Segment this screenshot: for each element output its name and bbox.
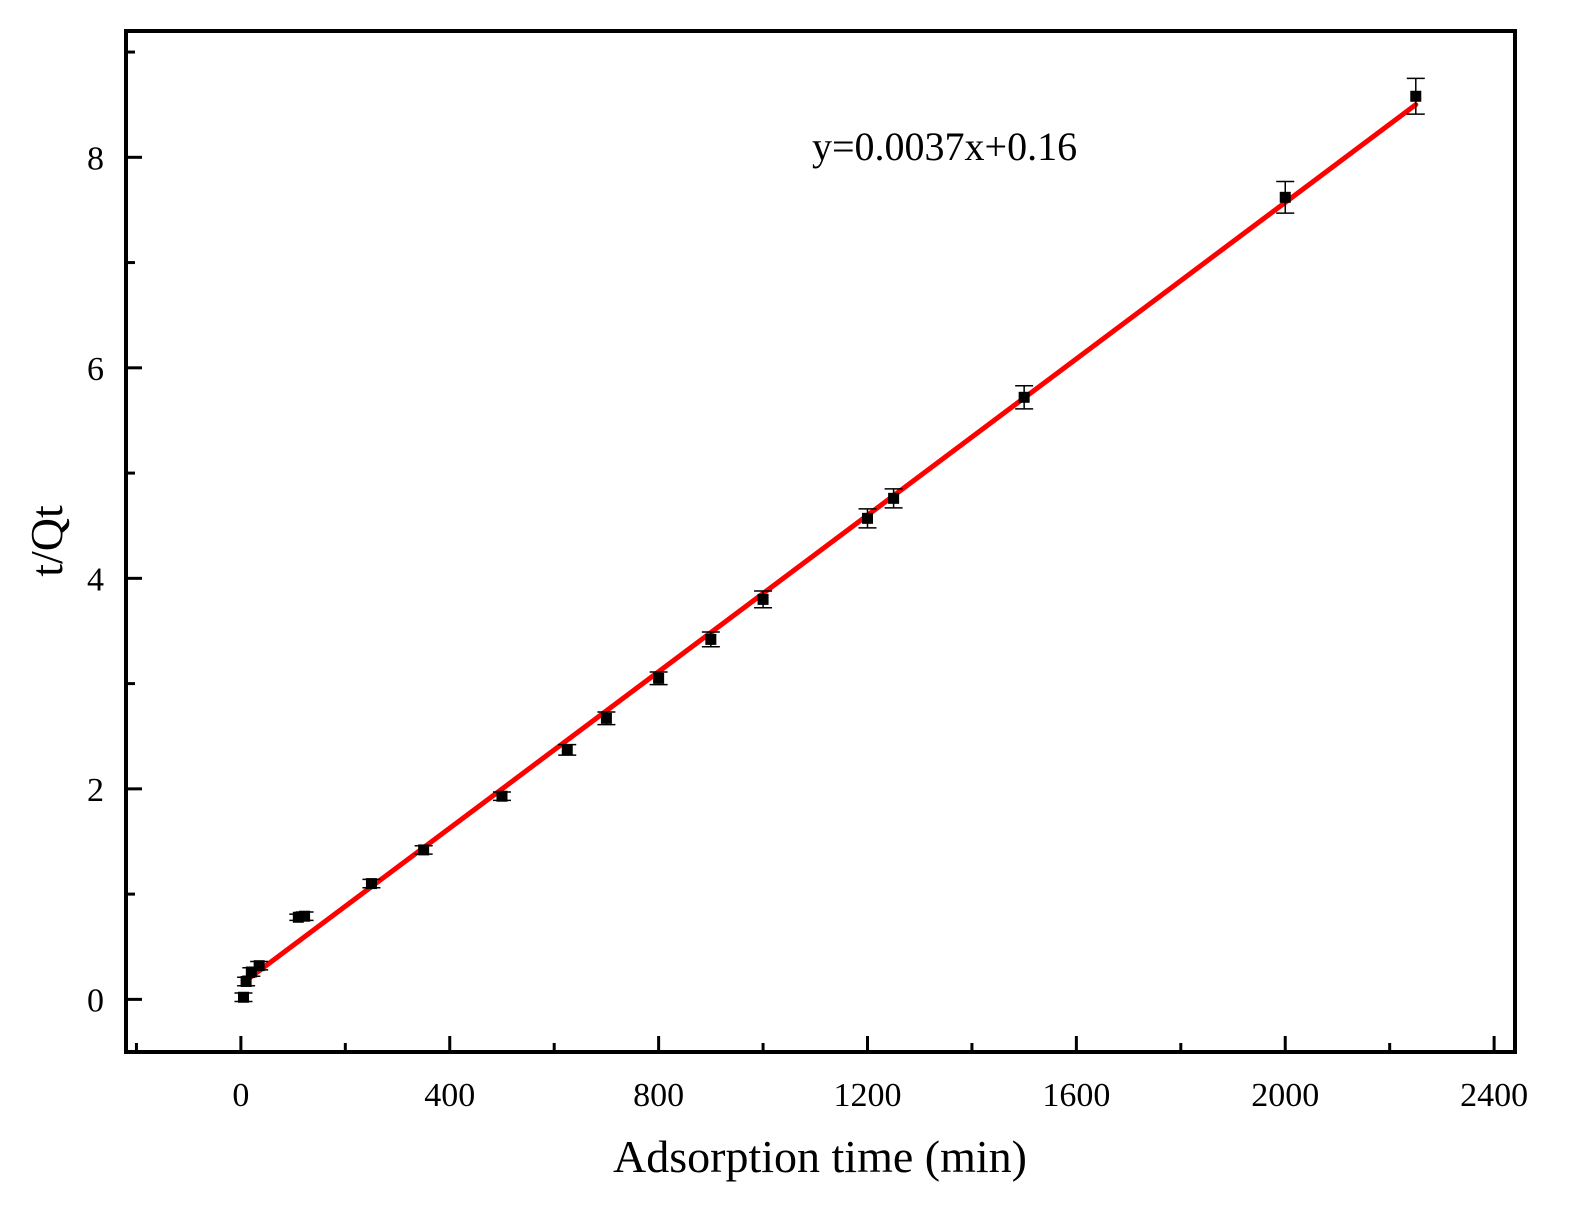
data-point	[561, 744, 573, 756]
data-point-group	[858, 508, 877, 529]
data-point-group	[1015, 384, 1034, 410]
y-tick-label: 4	[87, 561, 104, 598]
plot-frame	[124, 29, 1517, 1054]
data-point	[240, 975, 252, 987]
fit-equation-annotation: y=0.0037x+0.16	[812, 124, 1077, 169]
data-point-group	[754, 590, 773, 609]
data-points-layer	[234, 77, 1425, 1003]
data-point	[861, 512, 873, 524]
data-point-group	[237, 975, 256, 987]
data-point	[653, 672, 665, 684]
data-point	[292, 911, 304, 923]
data-point	[253, 960, 265, 972]
fit-line-layer	[240, 102, 1419, 986]
data-point-group	[649, 671, 668, 686]
data-point-group	[414, 844, 433, 856]
data-point-group	[1276, 180, 1295, 214]
y-axis-title: t/Qt	[21, 505, 72, 577]
data-point-group	[250, 960, 269, 972]
data-point-group	[701, 631, 720, 648]
y-tick-label: 8	[87, 140, 104, 177]
data-point	[1279, 191, 1291, 203]
data-point-group	[884, 488, 903, 509]
x-tick-label: 2400	[1460, 1077, 1528, 1114]
data-point-group	[1406, 77, 1425, 115]
x-axis-ticks: 0 400 800 1200 1600 2000 2400	[134, 1036, 1528, 1114]
data-point	[757, 593, 769, 605]
x-tick-label: 0	[232, 1077, 249, 1114]
data-point-group	[295, 910, 314, 922]
data-point-group	[597, 711, 616, 726]
data-point	[496, 790, 508, 802]
y-axis-ticks: 0 2 4 6 8	[87, 50, 142, 1019]
data-point	[365, 878, 377, 890]
data-point	[1410, 90, 1422, 102]
x-tick-label: 2000	[1251, 1077, 1319, 1114]
data-point	[299, 910, 311, 922]
data-point	[888, 492, 900, 504]
data-point	[705, 633, 717, 645]
fit-line	[240, 102, 1419, 986]
x-tick-label: 400	[424, 1077, 475, 1114]
data-point-group	[234, 991, 253, 1003]
x-axis-title: Adsorption time (min)	[613, 1131, 1027, 1182]
data-point-group	[362, 878, 381, 890]
data-point	[237, 991, 249, 1003]
y-tick-label: 6	[87, 351, 104, 388]
data-point	[1018, 391, 1030, 403]
data-point	[600, 712, 612, 724]
x-tick-label: 1200	[833, 1077, 901, 1114]
x-tick-label: 800	[633, 1077, 684, 1114]
data-point	[245, 966, 257, 978]
y-tick-label: 2	[87, 772, 104, 809]
data-point	[418, 844, 430, 856]
data-point-group	[492, 790, 511, 802]
data-point-group	[558, 743, 577, 756]
y-tick-label: 0	[87, 982, 104, 1019]
x-tick-label: 1600	[1042, 1077, 1110, 1114]
